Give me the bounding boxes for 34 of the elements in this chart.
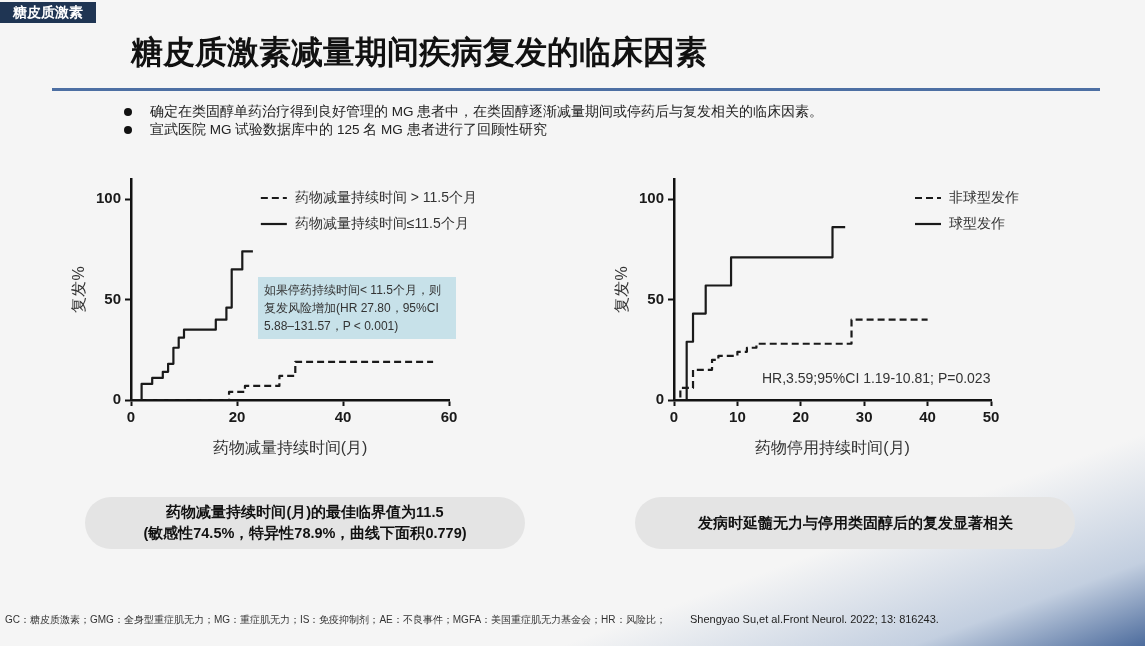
text: 糖皮质激素 xyxy=(13,4,83,21)
y-tick-label: 100 xyxy=(638,189,664,207)
x-tick-label: 40 xyxy=(919,408,936,426)
chart-title: 糖皮质激素减量期间疾病复发的临床因素 xyxy=(131,33,707,71)
text: Shengyao Su,et al.Front Neurol. 2022; 13: 816243. xyxy=(690,612,939,626)
y-tick-label: 50 xyxy=(647,289,664,307)
legend-label: 药物减量持续时间≤11.5个月 xyxy=(294,214,469,231)
y-tick-label: 0 xyxy=(655,390,664,408)
text: 发病时延髓无力与停用类固醇后的复发显著相关 xyxy=(697,513,1013,533)
x-tick-label: 30 xyxy=(855,408,873,426)
y-tick-label: 100 xyxy=(95,189,121,207)
y-axis-title: 复发% xyxy=(613,266,631,313)
x-tick-label: 50 xyxy=(982,408,1000,426)
annotation: HR,3.59;95%CI 1.19-10.81; P=0.023 xyxy=(762,369,991,387)
legend-label: 药物减量持续时间 > 11.5个月 xyxy=(294,188,478,205)
x-tick-label: 0 xyxy=(126,408,136,426)
x-axis-title: 药物停用持续时间(月) xyxy=(755,438,910,456)
annotation: 如果停药持续时间< 11.5个月，则复发风险增加(HR 27.80，95%CI 5.88–131.57，P < 0.001) xyxy=(264,282,442,335)
x-tick-label: 60 xyxy=(440,408,458,426)
legend-label: 球型发作 xyxy=(949,214,1005,231)
x-tick-label: 40 xyxy=(334,408,352,426)
text: GC：糖皮质激素；GMG：全身型重症肌无力；MG：重症肌无力；IS：免疫抑制剂；AE：不良事件；MGFA：美国重症肌无力基金会；HR：风险比； xyxy=(5,613,666,626)
x-tick-label: 10 xyxy=(729,408,746,426)
y-axis-title: 复发% xyxy=(70,266,88,313)
text: 宣武医院 MG 试验数据库中的 125 名 MG 患者进行了回顾性研究 xyxy=(150,121,547,139)
text: 确定在类固醇单药治疗得到良好管理的 MG 患者中，在类固醇逐渐减量期间或停药后与复发相关的临床因素。 xyxy=(150,103,824,121)
y-tick-label: 50 xyxy=(104,289,121,307)
x-axis-title: 药物减量持续时间(月) xyxy=(212,438,368,456)
x-tick-label: 20 xyxy=(228,408,246,426)
legend-label: 非球型发作 xyxy=(949,188,1019,205)
y-tick-label: 0 xyxy=(112,390,121,408)
x-tick-label: 0 xyxy=(669,408,679,426)
text: 药物减量持续时间(月)的最佳临界值为11.5 (敏感性74.5%，特异性78.9%，曲线下面积0.779) xyxy=(143,503,467,543)
x-tick-label: 20 xyxy=(792,408,810,426)
